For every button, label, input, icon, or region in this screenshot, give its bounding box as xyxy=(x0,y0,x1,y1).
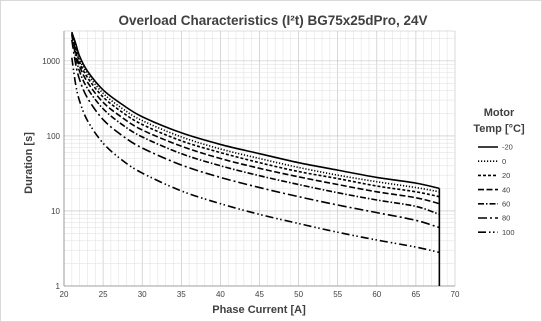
x-tick-label: 45 xyxy=(255,290,264,299)
legend-label: -20 xyxy=(502,143,513,152)
series-line-4 xyxy=(71,33,440,205)
legend-label: 40 xyxy=(502,185,510,194)
legend-label: 60 xyxy=(502,200,510,209)
x-tick-label: 35 xyxy=(177,290,186,299)
y-tick-label: 100 xyxy=(47,132,61,141)
series-line-1 xyxy=(71,32,440,190)
x-tick-label: 55 xyxy=(333,290,342,299)
legend-label: 100 xyxy=(502,228,515,237)
series-line-7 xyxy=(71,57,440,254)
grid xyxy=(63,30,456,287)
series-line-5 xyxy=(71,35,440,216)
tick-labels: 20 25 30 35 40 45 50 55 60 65 70 1 10 100 1000 xyxy=(42,57,460,299)
x-tick-label: 65 xyxy=(411,290,420,299)
axes xyxy=(63,31,455,287)
y-axis-title: Duration [s] xyxy=(23,132,35,194)
series-line-6 xyxy=(71,39,440,229)
legend-title-line2: Temp [°C] xyxy=(473,123,525,135)
legend: Motor Temp [°C] -20 0 20 40 60 80 100 xyxy=(473,107,525,237)
series-lines xyxy=(71,32,441,286)
x-tick-label: 70 xyxy=(451,290,460,299)
series-line-3 xyxy=(71,32,440,198)
x-tick-label: 30 xyxy=(138,290,147,299)
y-tick-label: 10 xyxy=(51,207,60,216)
x-tick-label: 25 xyxy=(99,290,108,299)
x-axis-title: Phase Current [A] xyxy=(212,304,306,316)
chart-title: Overload Characteristics (I²t) BG75x25dP… xyxy=(118,13,427,28)
legend-label: 20 xyxy=(502,171,510,180)
legend-items: -20 0 20 40 60 80 100 xyxy=(478,143,515,237)
legend-label: 80 xyxy=(502,214,510,223)
legend-title-line1: Motor xyxy=(484,107,515,119)
x-tick-label: 20 xyxy=(60,290,69,299)
y-tick-label: 1000 xyxy=(42,57,60,66)
x-tick-label: 60 xyxy=(372,290,381,299)
y-tick-label: 1 xyxy=(56,282,61,291)
x-tick-label: 50 xyxy=(294,290,303,299)
legend-label: 0 xyxy=(502,157,506,166)
series-line-2 xyxy=(71,32,440,193)
x-tick-label: 40 xyxy=(216,290,225,299)
